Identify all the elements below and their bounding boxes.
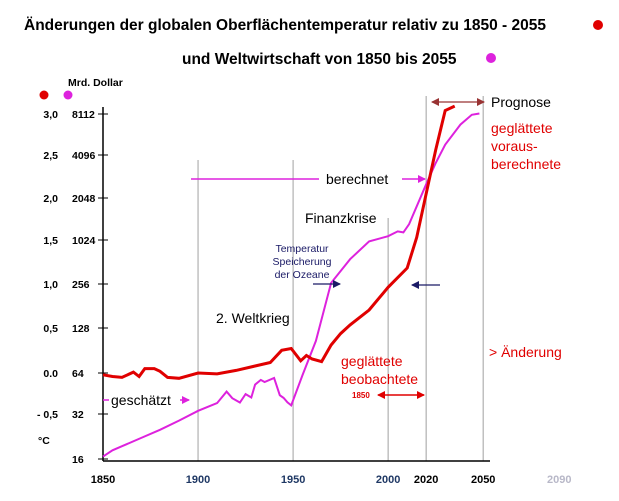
economy-axis-dot [63,90,73,100]
berechnet-label: berechnet [326,171,388,187]
temperature-axis-dot [39,90,49,100]
y-left-tick-label: 0.0 [43,368,58,380]
y-right-tick-label: 128 [72,323,90,335]
x-tick-label-1900: 1900 [186,474,210,486]
y-left-tick-label: 2,0 [43,193,58,205]
temperature-marker-dot [593,20,603,30]
geschaetzt-label: geschätzt [111,392,171,408]
x-tick-label-2000: 2000 [376,474,400,486]
ocean-label-line2: Speicherung [273,256,332,268]
weltkrieg-label: 2. Weltkrieg [216,310,290,326]
chart-title-line2: und Weltwirtschaft von 1850 bis 2055 [182,51,457,68]
y-left-unit: °C [38,435,50,447]
y-right-ticks: 8112 4096 2048 1024 256 128 64 32 16 [72,109,108,466]
grid-lines [197,96,484,461]
y-right-tick-label: 1024 [72,235,96,247]
observed-year-label: 1850 [352,391,370,400]
forecast-label-line2: voraus- [491,138,538,154]
y-right-tick-label: 32 [72,409,84,421]
forecast-label-line3: berechnete [491,156,561,172]
y-right-tick-label: 4096 [72,150,96,162]
chart-title-line1: Änderungen der globalen Oberflächentempe… [24,17,546,34]
y-left-ticks: 3,0 2,5 2,0 1,5 1,0 0,5 0.0 - 0,5 [37,109,58,421]
annotations: Prognose geglättete voraus- berechnete b… [103,94,562,408]
x-tick-label-1950: 1950 [281,474,305,486]
prognose-label: Prognose [491,94,551,110]
ocean-label-line1: Temperatur [275,243,329,255]
ocean-label-line3: der Ozeane [275,269,330,281]
y-right-tick-label: 256 [72,279,90,291]
economy-marker-dot [486,53,496,63]
y-left-tick-label: 3,0 [43,109,58,121]
series-line-temperature [102,104,456,380]
y-right-tick-label: 16 [72,454,84,466]
y-left-tick-label: 2,5 [43,150,58,162]
x-tick-label-2090: 2090 [547,474,571,486]
y-left-tick-label: 1,5 [43,235,58,247]
y-right-tick-label: 2048 [72,193,96,205]
y-left-tick-label: 1,0 [43,279,58,291]
aenderung-label: > Änderung [489,344,562,360]
x-ticks: 1850 1900 1950 2000 2020 2050 2090 [91,474,572,486]
x-tick-label-1850: 1850 [91,474,115,486]
x-tick-label-2050: 2050 [471,474,495,486]
finanzkrise-label: Finanzkrise [305,210,377,226]
series-line-economy [102,112,480,458]
forecast-label-line1: geglättete [491,120,553,136]
y-right-tick-label: 8112 [72,109,95,121]
x-tick-label-2020: 2020 [414,474,438,486]
y-left-tick-label: 0,5 [43,323,58,335]
y-right-tick-label: 64 [72,368,84,380]
y-right-unit: Mrd. Dollar [68,77,123,89]
y-left-tick-label: - 0,5 [37,409,58,421]
observed-label-line2: beobachtete [341,371,418,387]
observed-label-line1: geglättete [341,353,403,369]
